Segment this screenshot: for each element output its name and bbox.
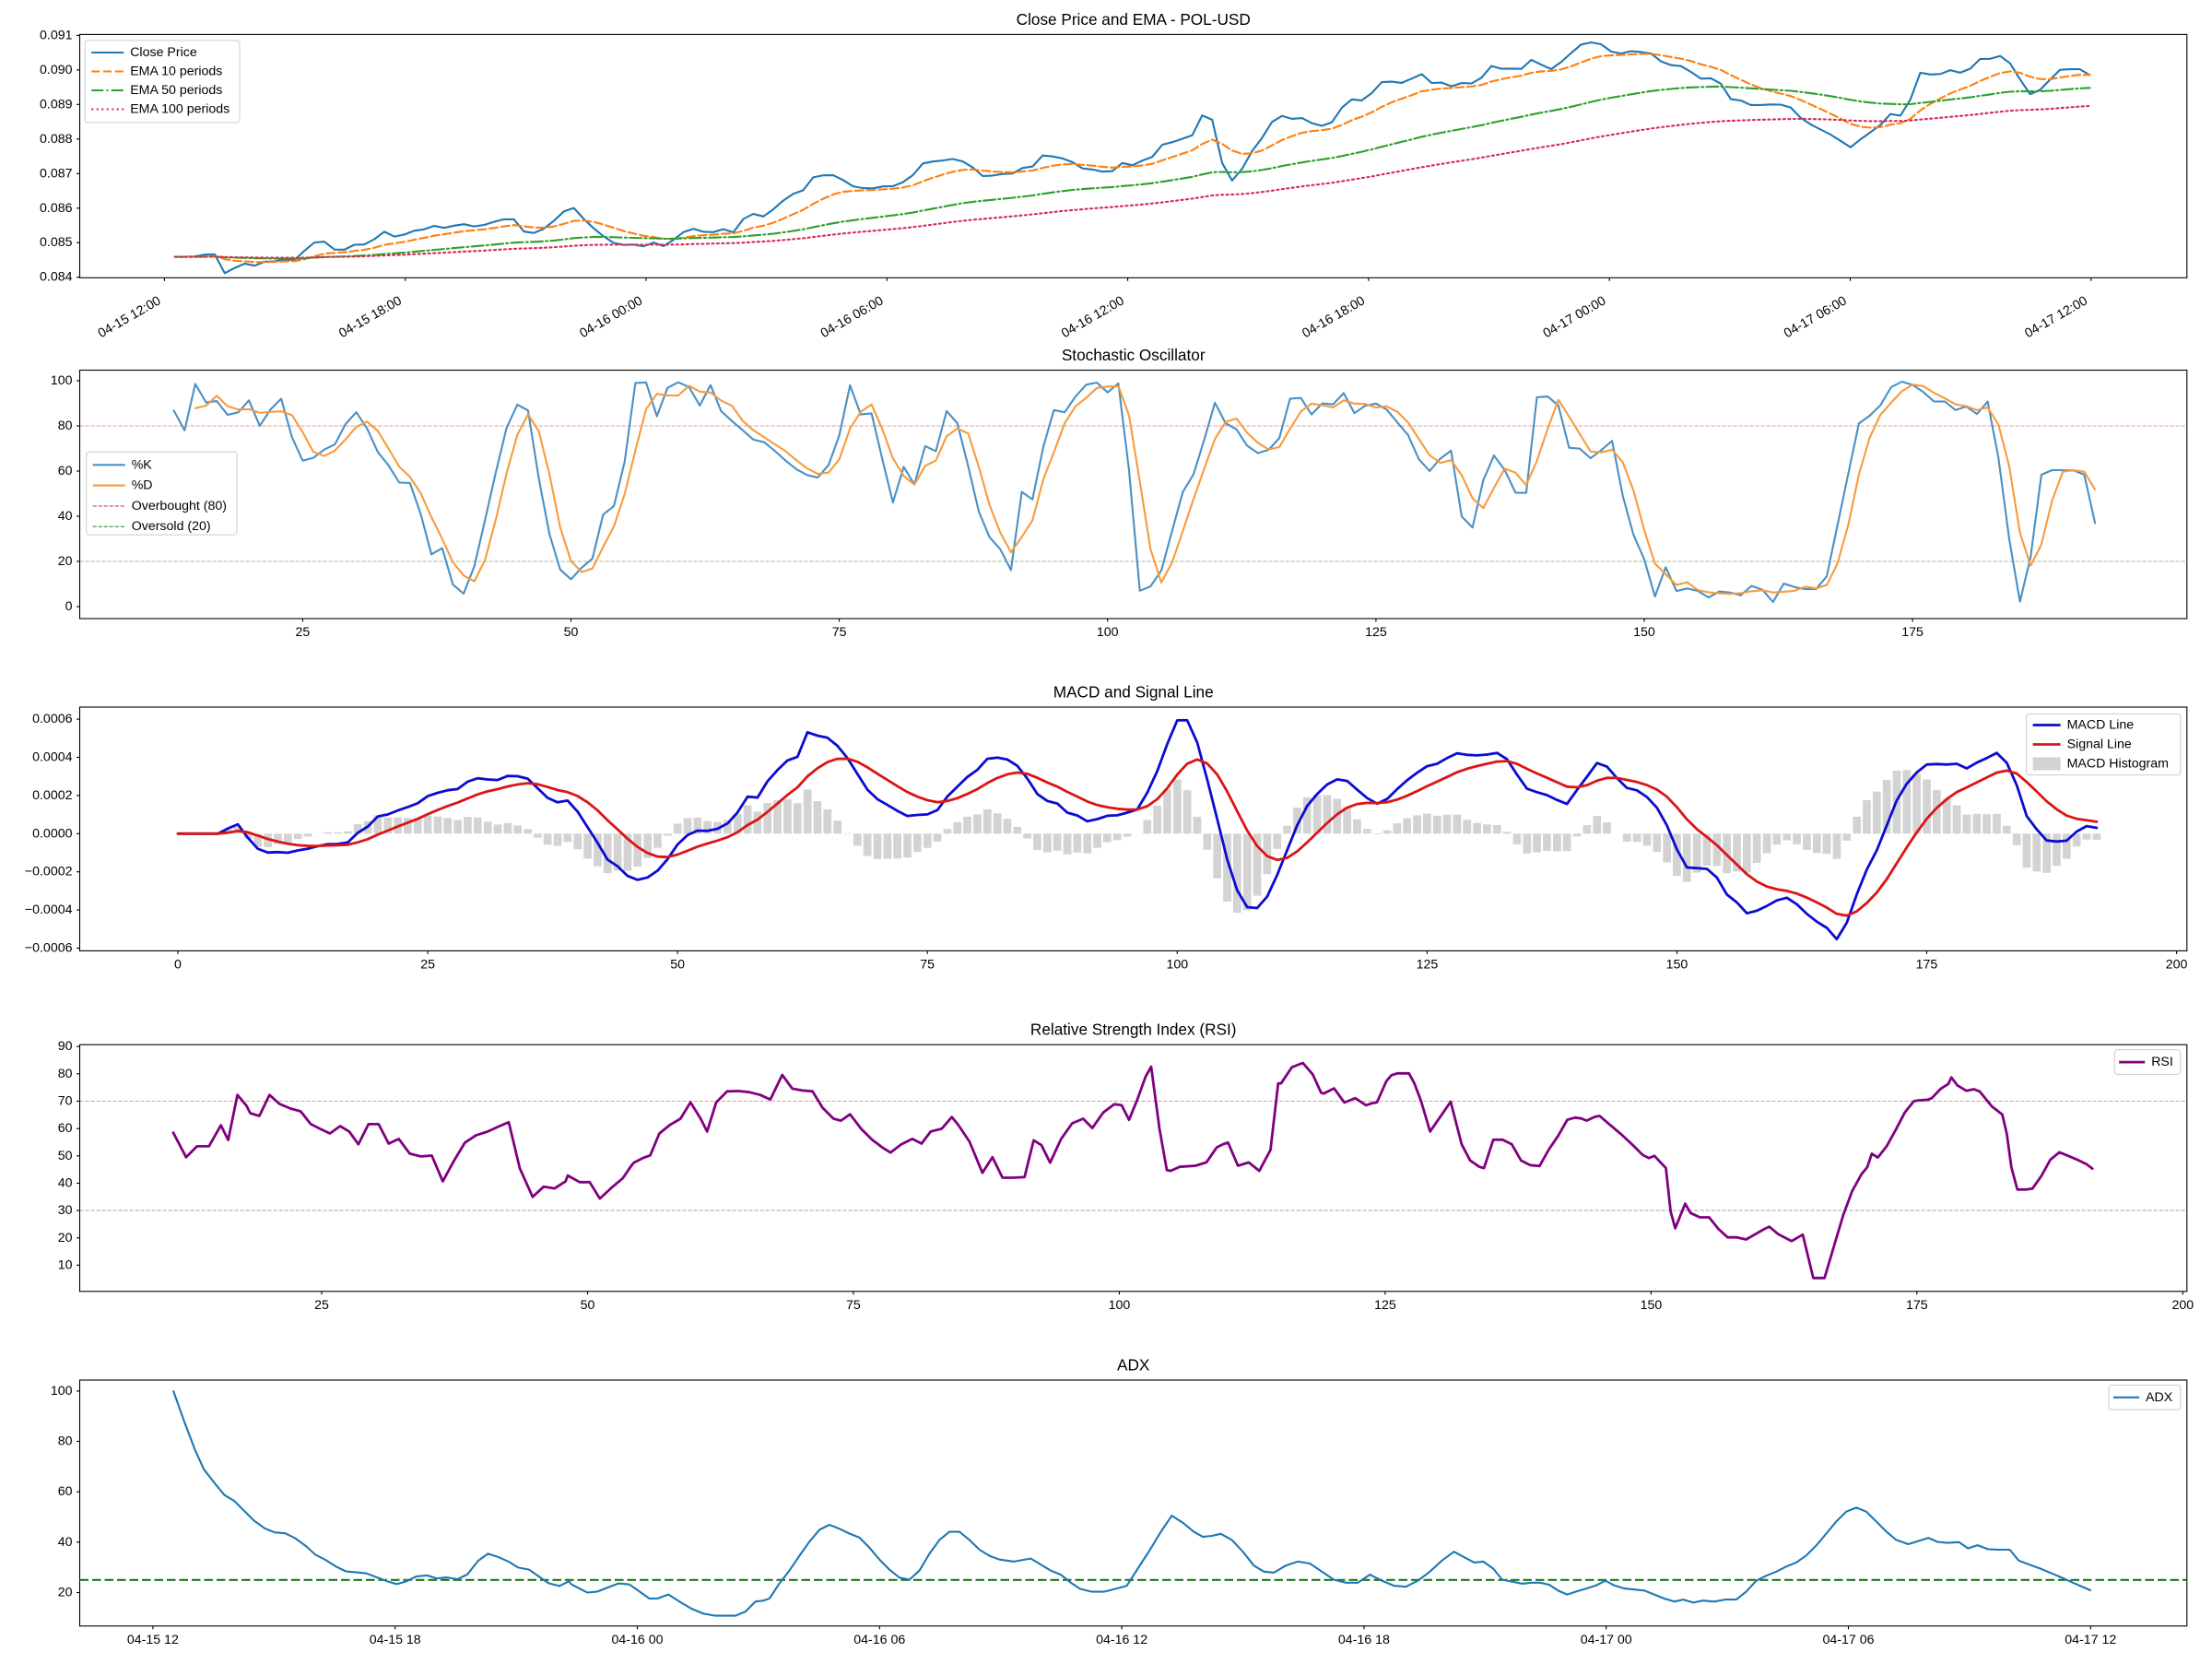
svg-text:150: 150	[1666, 957, 1688, 972]
svg-text:25: 25	[296, 625, 311, 640]
svg-text:04-15 12: 04-15 12	[127, 1633, 179, 1647]
svg-text:EMA 10 periods: EMA 10 periods	[130, 65, 222, 79]
svg-text:80: 80	[58, 1434, 73, 1449]
svg-text:75: 75	[832, 625, 847, 640]
svg-text:125: 125	[1365, 625, 1387, 640]
svg-text:40: 40	[58, 1535, 73, 1550]
svg-text:10: 10	[58, 1257, 73, 1272]
svg-text:Stochastic Oscillator: Stochastic Oscillator	[1062, 346, 1206, 364]
svg-text:70: 70	[58, 1094, 73, 1109]
svg-text:Oversold (20): Oversold (20)	[132, 519, 211, 534]
svg-text:30: 30	[58, 1203, 73, 1218]
svg-text:50: 50	[564, 625, 579, 640]
svg-text:50: 50	[581, 1298, 595, 1313]
svg-text:40: 40	[58, 1176, 73, 1191]
svg-text:0.090: 0.090	[40, 63, 73, 77]
svg-text:04-17 12: 04-17 12	[2065, 1633, 2116, 1647]
svg-text:25: 25	[420, 957, 435, 972]
svg-text:175: 175	[1916, 957, 1938, 972]
svg-text:04-16 06: 04-16 06	[853, 1633, 905, 1647]
svg-text:80: 80	[58, 1067, 73, 1081]
svg-text:100: 100	[1109, 1298, 1131, 1313]
svg-text:125: 125	[1417, 957, 1439, 972]
svg-text:04-17 06: 04-17 06	[1822, 1633, 1874, 1647]
svg-text:90: 90	[58, 1039, 73, 1054]
svg-text:100: 100	[51, 1384, 73, 1398]
svg-text:RSI: RSI	[2151, 1055, 2173, 1069]
svg-text:ADX: ADX	[2146, 1390, 2173, 1405]
svg-text:20: 20	[58, 1231, 73, 1245]
svg-text:−0.0006: −0.0006	[25, 941, 73, 956]
svg-text:80: 80	[58, 419, 73, 433]
svg-text:04-16 12: 04-16 12	[1096, 1633, 1147, 1647]
svg-text:%D: %D	[132, 478, 153, 493]
svg-text:%K: %K	[132, 457, 153, 472]
svg-text:0.089: 0.089	[40, 97, 73, 112]
svg-text:Close Price and EMA - POL-USD: Close Price and EMA - POL-USD	[1017, 10, 1251, 29]
svg-text:125: 125	[1374, 1298, 1396, 1313]
svg-text:200: 200	[2166, 957, 2188, 972]
svg-text:ADX: ADX	[1117, 1356, 1150, 1375]
svg-text:100: 100	[51, 373, 73, 388]
svg-text:20: 20	[58, 554, 73, 569]
svg-text:150: 150	[1641, 1298, 1663, 1313]
svg-text:0.0000: 0.0000	[32, 826, 73, 841]
svg-text:150: 150	[1633, 625, 1655, 640]
svg-text:0.0006: 0.0006	[32, 712, 73, 726]
svg-text:60: 60	[58, 1121, 73, 1136]
svg-text:50: 50	[670, 957, 685, 972]
svg-text:0: 0	[174, 957, 182, 972]
svg-text:0.088: 0.088	[40, 132, 73, 147]
svg-text:MACD Line: MACD Line	[2067, 718, 2135, 733]
svg-text:200: 200	[2171, 1298, 2194, 1313]
svg-text:100: 100	[1166, 957, 1188, 972]
svg-text:60: 60	[58, 1484, 73, 1499]
svg-text:Relative Strength Index (RSI): Relative Strength Index (RSI)	[1030, 1021, 1237, 1039]
svg-text:0.084: 0.084	[40, 270, 73, 285]
svg-text:175: 175	[1906, 1298, 1928, 1313]
svg-text:20: 20	[58, 1586, 73, 1600]
svg-text:04-16 18: 04-16 18	[1338, 1633, 1390, 1647]
svg-text:0.087: 0.087	[40, 166, 73, 181]
svg-text:Overbought (80): Overbought (80)	[132, 499, 227, 513]
svg-text:100: 100	[1097, 625, 1119, 640]
svg-text:MACD and Signal Line: MACD and Signal Line	[1053, 683, 1214, 702]
svg-text:04-17 00: 04-17 00	[1581, 1633, 1632, 1647]
svg-text:25: 25	[314, 1298, 329, 1313]
svg-text:Signal Line: Signal Line	[2067, 738, 2132, 752]
svg-text:0.085: 0.085	[40, 235, 73, 250]
svg-text:0: 0	[65, 599, 73, 614]
svg-text:−0.0002: −0.0002	[25, 865, 73, 879]
svg-text:04-16 00: 04-16 00	[611, 1633, 663, 1647]
svg-text:75: 75	[846, 1298, 861, 1313]
svg-text:75: 75	[920, 957, 935, 972]
svg-text:175: 175	[1901, 625, 1924, 640]
svg-text:0.086: 0.086	[40, 201, 73, 216]
svg-text:50: 50	[58, 1149, 73, 1163]
svg-text:Close Price: Close Price	[130, 45, 197, 60]
svg-text:40: 40	[58, 509, 73, 524]
svg-text:0.0004: 0.0004	[32, 750, 73, 765]
svg-text:60: 60	[58, 464, 73, 478]
svg-text:EMA 50 periods: EMA 50 periods	[130, 83, 222, 98]
svg-text:0.0002: 0.0002	[32, 788, 73, 803]
svg-text:−0.0004: −0.0004	[25, 903, 73, 917]
svg-text:0.091: 0.091	[40, 28, 73, 42]
svg-text:EMA 100 periods: EMA 100 periods	[130, 102, 229, 117]
svg-text:MACD Histogram: MACD Histogram	[2067, 757, 2169, 772]
svg-text:04-15 18: 04-15 18	[370, 1633, 421, 1647]
